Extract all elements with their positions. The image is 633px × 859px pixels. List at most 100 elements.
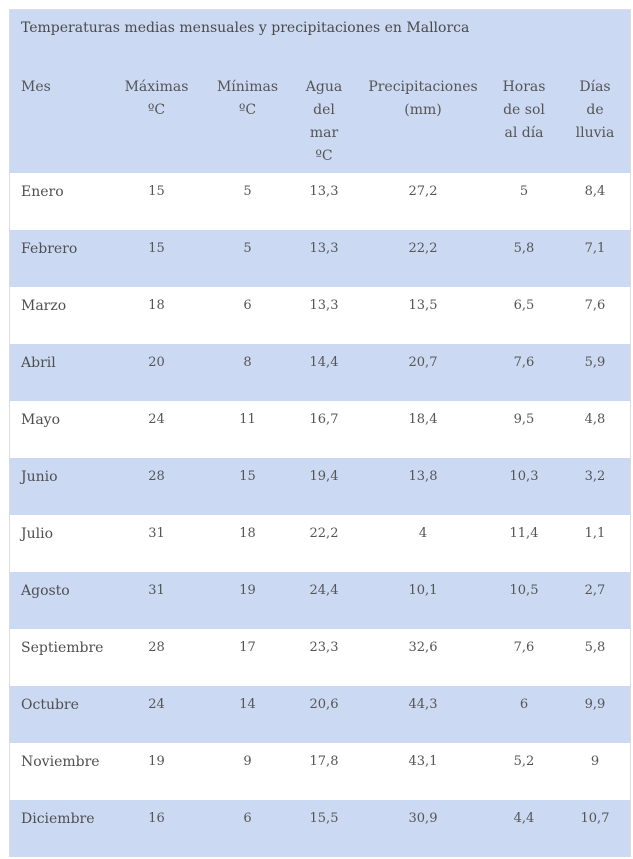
value-cell: 32,6 xyxy=(408,640,438,655)
table-row: Noviembre 19 9 17,8 43,1 5,2 9 xyxy=(10,743,630,800)
header-line: Precipitaciones xyxy=(368,79,478,95)
value-cell: 10,7 xyxy=(580,811,610,826)
value-cell: 8,4 xyxy=(584,184,606,199)
table-body: Enero 15 5 13,3 27,2 5 8,4 Febrero 15 5 13,3 22,2 5,… xyxy=(10,173,630,857)
value-cell: 19 xyxy=(148,754,165,769)
header-line: Mes xyxy=(21,79,51,95)
value-cell: 5,8 xyxy=(513,241,535,256)
value-cell: 13,8 xyxy=(408,469,438,484)
header-line: Agua xyxy=(305,79,343,95)
table-row: Junio 28 15 19,4 13,8 10,3 3,2 xyxy=(10,458,630,515)
value-cell: 13,3 xyxy=(309,298,339,313)
value-cell: 13,3 xyxy=(309,241,339,256)
value-cell: 5,9 xyxy=(584,355,606,370)
month-cell: Abril xyxy=(21,355,56,371)
month-cell: Diciembre xyxy=(21,811,95,827)
value-cell: 23,3 xyxy=(309,640,339,655)
month-cell: Septiembre xyxy=(21,640,104,656)
header-line: (mm) xyxy=(404,102,442,118)
header-line: mar xyxy=(309,125,339,141)
value-cell: 19 xyxy=(239,583,256,598)
value-cell: 15 xyxy=(148,241,165,256)
value-cell: 13,3 xyxy=(309,184,339,199)
value-cell: 17 xyxy=(239,640,256,655)
header-line: Máximas xyxy=(124,79,189,95)
value-cell: 7,6 xyxy=(513,355,535,370)
header-horas-sol: Horas de sol al día xyxy=(488,60,560,173)
header-minimas: Mínimas ºC xyxy=(205,60,290,173)
value-cell: 28 xyxy=(148,469,165,484)
value-cell: 1,1 xyxy=(584,526,606,541)
table-row: Septiembre 28 17 23,3 32,6 7,6 5,8 xyxy=(10,629,630,686)
value-cell: 27,2 xyxy=(408,184,438,199)
header-line: al día xyxy=(504,125,544,141)
table-row: Abril 20 8 14,4 20,7 7,6 5,9 xyxy=(10,344,630,401)
value-cell: 19,4 xyxy=(309,469,339,484)
header-line: ºC xyxy=(238,102,257,118)
value-cell: 13,5 xyxy=(408,298,438,313)
value-cell: 4,8 xyxy=(584,412,606,427)
value-cell: 9,5 xyxy=(513,412,535,427)
table-row: Diciembre 16 6 15,5 30,9 4,4 10,7 xyxy=(10,800,630,857)
value-cell: 3,2 xyxy=(584,469,606,484)
value-cell: 4,4 xyxy=(513,811,535,826)
value-cell: 24,4 xyxy=(309,583,339,598)
value-cell: 4 xyxy=(418,526,428,541)
header-line: Horas xyxy=(502,79,546,95)
value-cell: 8 xyxy=(243,355,252,370)
header-line: de sol xyxy=(503,102,545,118)
header-line: ºC xyxy=(315,148,333,164)
value-cell: 6,5 xyxy=(513,298,535,313)
value-cell: 22,2 xyxy=(408,241,438,256)
value-cell: 15 xyxy=(239,469,256,484)
value-cell: 11,4 xyxy=(509,526,539,541)
table-row: Julio 31 18 22,2 4 11,4 1,1 xyxy=(10,515,630,572)
value-cell: 15,5 xyxy=(309,811,339,826)
month-cell: Junio xyxy=(21,469,58,485)
value-cell: 16,7 xyxy=(309,412,339,427)
value-cell: 18,4 xyxy=(408,412,438,427)
value-cell: 10,3 xyxy=(509,469,539,484)
month-cell: Enero xyxy=(21,184,64,200)
month-cell: Febrero xyxy=(21,241,78,257)
table-caption: Temperaturas medias mensuales y precipit… xyxy=(10,10,630,60)
value-cell: 15 xyxy=(148,184,165,199)
value-cell: 28 xyxy=(148,640,165,655)
value-cell: 7,1 xyxy=(584,241,606,256)
value-cell: 20 xyxy=(148,355,165,370)
value-cell: 31 xyxy=(148,583,165,598)
header-maximas: Máximas ºC xyxy=(108,60,205,173)
month-cell: Mayo xyxy=(21,412,61,428)
value-cell: 30,9 xyxy=(408,811,438,826)
value-cell: 9 xyxy=(243,754,252,769)
month-cell: Julio xyxy=(21,526,54,542)
value-cell: 6 xyxy=(519,697,529,712)
header-dias-lluvia: Días de lluvia xyxy=(560,60,630,173)
header-line: ºC xyxy=(147,102,166,118)
table-row: Enero 15 5 13,3 27,2 5 8,4 xyxy=(10,173,630,230)
value-cell: 9,9 xyxy=(584,697,606,712)
table-row: Mayo 24 11 16,7 18,4 9,5 4,8 xyxy=(10,401,630,458)
table-row: Agosto 31 19 24,4 10,1 10,5 2,7 xyxy=(10,572,630,629)
value-cell: 5,2 xyxy=(513,754,535,769)
table-container: Temperaturas medias mensuales y precipit… xyxy=(9,9,631,857)
value-cell: 7,6 xyxy=(513,640,535,655)
value-cell: 10,1 xyxy=(408,583,438,598)
table-row: Febrero 15 5 13,3 22,2 5,8 7,1 xyxy=(10,230,630,287)
value-cell: 10,5 xyxy=(509,583,539,598)
month-cell: Octubre xyxy=(21,697,79,713)
header-line: Mínimas xyxy=(216,79,279,95)
value-cell: 18 xyxy=(148,298,165,313)
value-cell: 5 xyxy=(243,241,252,256)
table-header: Mes Máximas ºC Mínimas ºC Agua del mar ºC Precipi… xyxy=(10,60,630,173)
value-cell: 44,3 xyxy=(408,697,438,712)
header-agua-mar: Agua del mar ºC xyxy=(290,60,358,173)
value-cell: 5,8 xyxy=(584,640,606,655)
value-cell: 14,4 xyxy=(309,355,339,370)
value-cell: 43,1 xyxy=(408,754,438,769)
table-row: Marzo 18 6 13,3 13,5 6,5 7,6 xyxy=(10,287,630,344)
value-cell: 24 xyxy=(148,697,165,712)
value-cell: 31 xyxy=(148,526,165,541)
value-cell: 17,8 xyxy=(309,754,339,769)
value-cell: 20,7 xyxy=(408,355,438,370)
